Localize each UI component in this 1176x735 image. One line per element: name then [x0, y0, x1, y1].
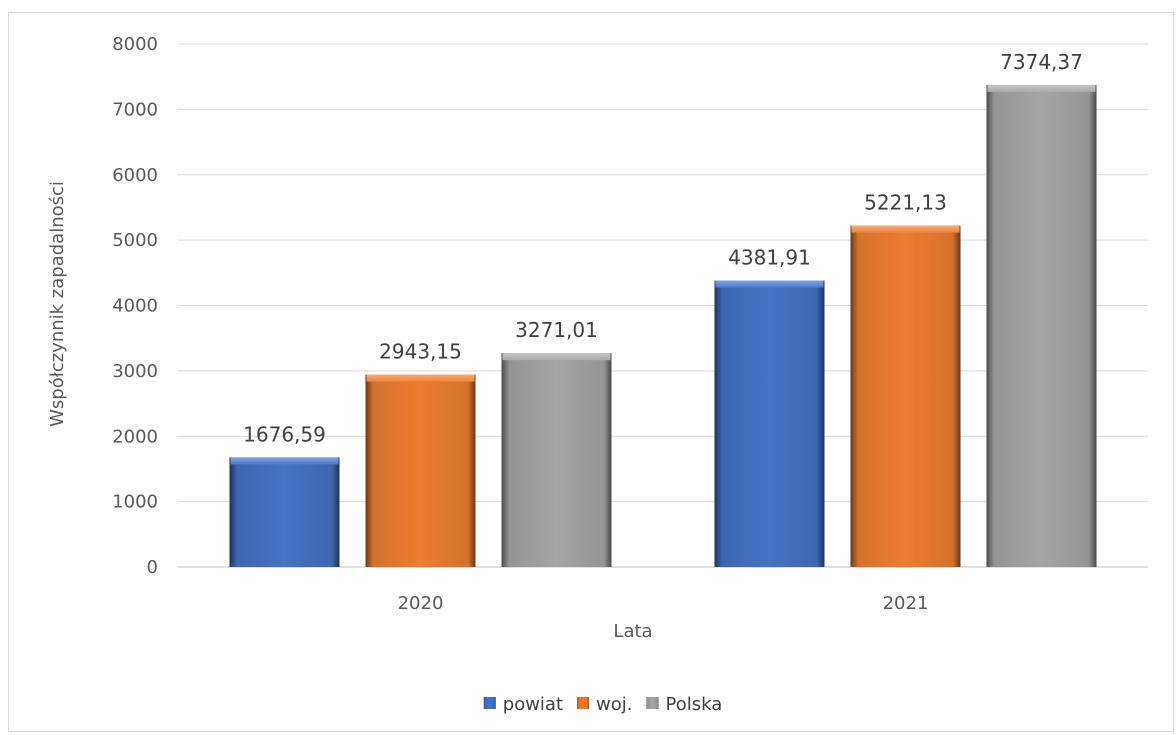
legend-item-polska: Polska — [646, 694, 722, 715]
legend: powiat woj. Polska — [483, 694, 722, 715]
bar-bevel — [715, 280, 824, 288]
y-axis-tick-labels: 0 1000 2000 3000 4000 5000 6000 7000 8000 — [112, 34, 158, 578]
y-tick-label: 2000 — [112, 426, 158, 447]
bar-powiat-2020 — [229, 457, 340, 567]
y-tick-label: 4000 — [112, 296, 158, 317]
legend-label: Polska — [665, 694, 722, 715]
data-label: 3271,01 — [515, 318, 598, 342]
bar-woj-2021 — [850, 225, 961, 567]
y-tick-label: 8000 — [112, 34, 158, 55]
bar-powiat-2021 — [714, 280, 825, 567]
data-label: 4381,91 — [728, 246, 811, 270]
bar-bevel — [502, 353, 611, 361]
bar-body — [850, 225, 961, 567]
bar-woj-2020 — [365, 374, 476, 567]
bar-body — [365, 374, 476, 567]
gridlines — [178, 43, 1148, 568]
bar-polska-2020 — [501, 353, 612, 567]
data-labels: 1676,59 2943,15 3271,01 4381,91 5221,13 7374,… — [243, 50, 1083, 446]
legend-swatch — [646, 697, 659, 709]
legend-swatch — [483, 697, 496, 709]
x-axis-tick-labels: 2020 2021 — [398, 593, 929, 614]
bar-body — [229, 457, 340, 567]
y-tick-label: 1000 — [112, 492, 158, 513]
bar-bevel — [987, 84, 1096, 92]
x-tick-label: 2020 — [398, 593, 444, 614]
legend-item-woj: woj. — [577, 694, 632, 715]
y-axis-title: Współczynnik zapadalności — [47, 181, 68, 427]
legend-label: woj. — [596, 694, 632, 715]
bar-polska-2021 — [986, 84, 1097, 567]
data-label: 5221,13 — [864, 191, 947, 215]
bar-bevel — [851, 225, 960, 233]
x-axis-title: Lata — [613, 621, 652, 642]
legend-item-powiat: powiat — [483, 694, 563, 715]
data-label: 7374,37 — [1000, 50, 1083, 74]
y-tick-label: 0 — [147, 557, 158, 578]
y-tick-label: 5000 — [112, 230, 158, 251]
bar-bevel — [230, 457, 339, 465]
legend-label: powiat — [503, 694, 563, 715]
y-tick-label: 7000 — [112, 99, 158, 120]
bars — [229, 84, 1097, 567]
legend-swatch — [577, 697, 590, 709]
bar-bevel — [366, 374, 475, 382]
data-label: 2943,15 — [379, 340, 462, 364]
data-label: 1676,59 — [243, 422, 326, 446]
y-tick-label: 6000 — [112, 165, 158, 186]
x-tick-label: 2021 — [883, 593, 929, 614]
bar-body — [501, 353, 612, 567]
y-tick-label: 3000 — [112, 361, 158, 382]
bar-body — [986, 84, 1097, 567]
bar-body — [714, 280, 825, 567]
